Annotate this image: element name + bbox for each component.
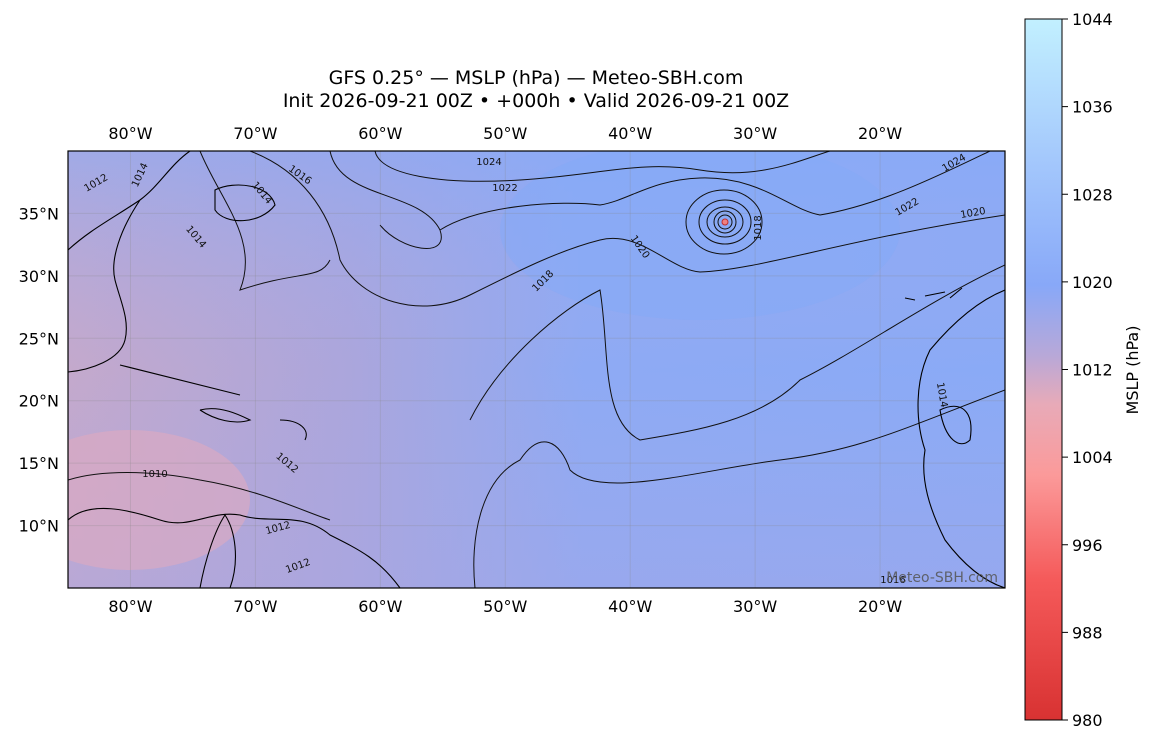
isobar xyxy=(199,151,1005,441)
lon-tick-label: 20°W xyxy=(858,124,902,143)
low-region xyxy=(68,430,250,570)
graticule xyxy=(68,151,1005,588)
lon-tick-label: 40°W xyxy=(608,124,652,143)
watermark: Meteo-SBH.com xyxy=(886,570,998,586)
colorbar-tick-label: 1036 xyxy=(1072,98,1113,117)
lon-tick-label: 80°W xyxy=(108,124,152,143)
map-frame xyxy=(67,150,1006,589)
lat-tick-label: 20°N xyxy=(19,392,59,411)
contour-label: 1024 xyxy=(476,157,501,168)
colorbar-tick-label: 1012 xyxy=(1072,361,1113,380)
contour-label: 1010 xyxy=(142,469,167,480)
high-region xyxy=(500,151,900,320)
colorbar-tick-label: 996 xyxy=(1072,536,1103,555)
coastline xyxy=(119,364,307,441)
contour-label: 1014 xyxy=(934,382,949,409)
lon-tick-label: 40°W xyxy=(608,597,652,616)
lon-tick-label: 50°W xyxy=(483,124,527,143)
island xyxy=(214,184,276,222)
isobar xyxy=(329,151,991,249)
title: GFS 0.25° — MSLP (hPa) — Meteo-SBH.com xyxy=(329,67,744,89)
islands xyxy=(904,287,963,301)
colorbar-tick-label: 988 xyxy=(1072,623,1103,642)
colorbar-tick-label: 1044 xyxy=(1072,10,1113,29)
coastline xyxy=(68,507,401,588)
contour-label: 1020 xyxy=(960,206,987,221)
contour-label: 1016 xyxy=(880,575,905,586)
map-area: 1024 1022 1016 1014 1014 1012 1014 1020 … xyxy=(68,151,1005,588)
lon-tick-label: 30°W xyxy=(733,597,777,616)
lon-tick-label: 70°W xyxy=(233,597,277,616)
coastline xyxy=(68,151,191,373)
lat-tick-label: 30°N xyxy=(19,267,59,286)
lat-tick-label: 10°N xyxy=(19,517,59,536)
map-axes: 80°W 80°W 70°W 70°W 60°W 60°W 50°W 50°W 40°W 40°W… xyxy=(19,124,903,616)
colorbar-axis: 980 988 996 1004 1012 1020 1028 1036 1044 xyxy=(1062,10,1113,730)
colorbar xyxy=(1024,18,1063,721)
coastline xyxy=(917,289,1005,588)
colorbar-tick-label: 1020 xyxy=(1072,273,1113,292)
lon-tick-label: 50°W xyxy=(483,597,527,616)
colorbar-tick-label: 1004 xyxy=(1072,448,1113,467)
coastline xyxy=(939,405,972,445)
coastline xyxy=(199,514,236,588)
lat-tick-label: 35°N xyxy=(19,204,59,223)
lon-tick-label: 80°W xyxy=(108,597,152,616)
lat-tick-label: 25°N xyxy=(19,329,59,348)
isobar xyxy=(473,389,1005,588)
contour-label: 1018 xyxy=(753,215,764,240)
lat-tick-label: 15°N xyxy=(19,454,59,473)
isobar xyxy=(249,151,1005,307)
colorbar-tick-label: 980 xyxy=(1072,711,1103,730)
isobar xyxy=(374,151,831,182)
lon-tick-label: 70°W xyxy=(233,124,277,143)
lon-tick-label: 60°W xyxy=(358,597,402,616)
colorbar-tick-label: 1028 xyxy=(1072,185,1113,204)
lon-tick-label: 20°W xyxy=(858,597,902,616)
subtitle: Init 2026-09-21 00Z • +000h • Valid 2026… xyxy=(283,90,789,112)
low-center xyxy=(685,189,763,255)
isobar xyxy=(68,472,331,521)
lon-tick-label: 30°W xyxy=(733,124,777,143)
lon-tick-label: 60°W xyxy=(358,124,402,143)
contour-label: 1022 xyxy=(492,183,517,194)
colorbar-label: MSLP (hPa) xyxy=(1123,326,1142,415)
